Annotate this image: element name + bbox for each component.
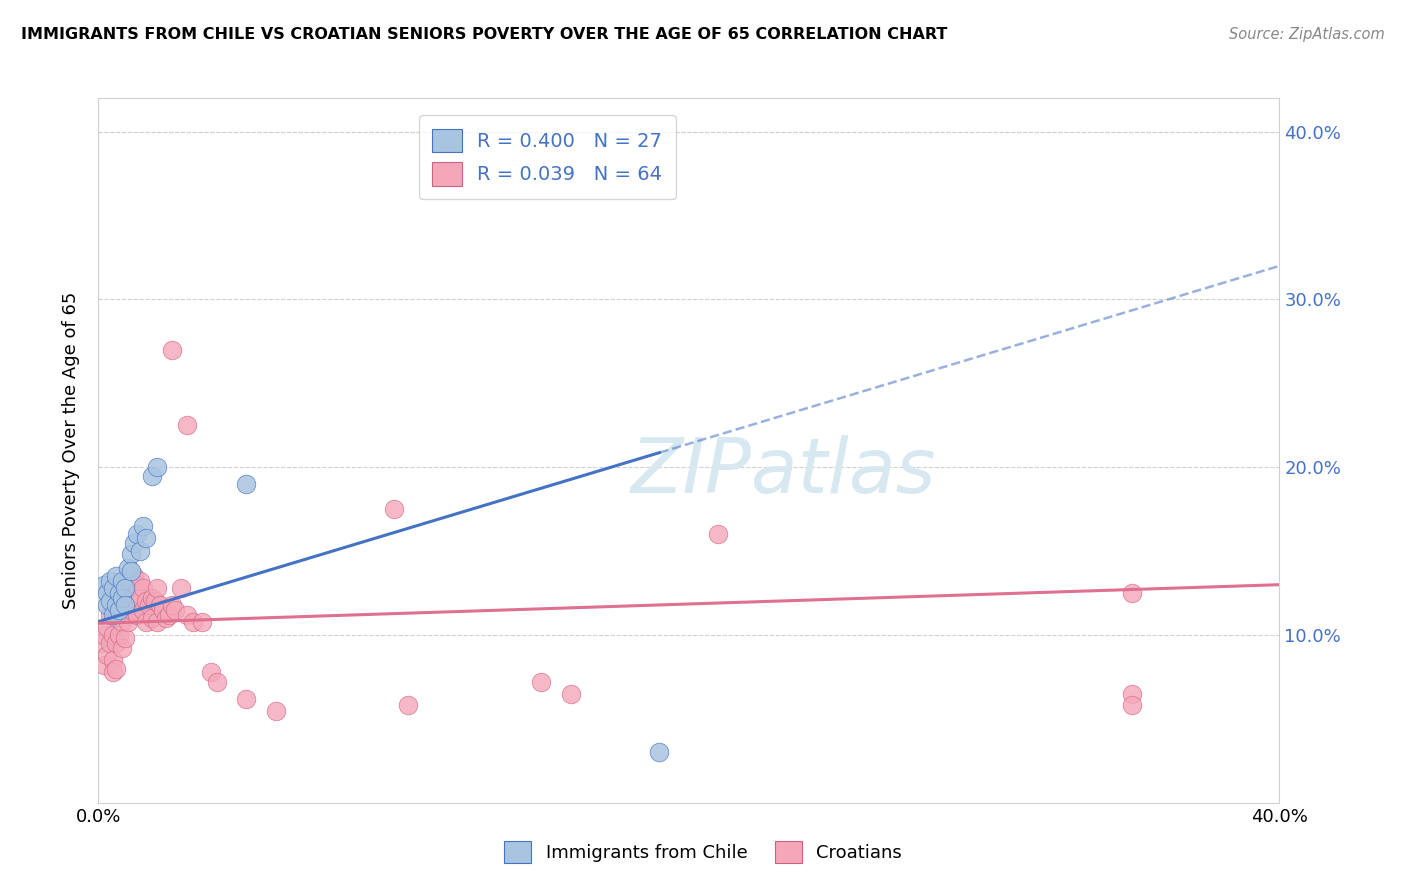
Point [648, 746, 671, 760]
Point [135, 615, 157, 629]
Point [149, 598, 172, 612]
Point [114, 603, 136, 617]
Legend: Immigrants from Chile, Croatians: Immigrants from Chile, Croatians [494, 830, 912, 874]
Point [235, 477, 257, 491]
Point [560, 687, 582, 701]
Point [111, 574, 134, 589]
Point [128, 574, 150, 589]
Point [111, 591, 134, 606]
Point [114, 581, 136, 595]
Point [1121, 687, 1143, 701]
Point [141, 611, 163, 625]
Text: ZIPatlas: ZIPatlas [631, 434, 936, 508]
Point [103, 628, 125, 642]
Point [108, 598, 131, 612]
Point [105, 611, 128, 625]
Point [165, 603, 187, 617]
Y-axis label: Seniors Poverty Over the Age of 65: Seniors Poverty Over the Age of 65 [62, 292, 80, 609]
Point [117, 615, 139, 629]
Point [103, 665, 125, 679]
Point [117, 581, 139, 595]
Point [382, 502, 405, 516]
Point [132, 581, 155, 595]
Point [108, 628, 131, 642]
Point [108, 603, 131, 617]
Point [111, 591, 134, 606]
Point [93, 577, 115, 591]
Point [98, 594, 121, 608]
Point [125, 607, 148, 622]
Point [157, 607, 180, 622]
Legend: R = 0.400   N = 27, R = 0.039   N = 64: R = 0.400 N = 27, R = 0.039 N = 64 [419, 115, 676, 199]
Point [135, 531, 157, 545]
Point [98, 574, 121, 589]
Point [132, 603, 155, 617]
Point [120, 603, 142, 617]
Point [200, 665, 222, 679]
Point [138, 598, 160, 612]
Point [162, 343, 183, 357]
Point [176, 418, 198, 433]
Point [170, 581, 193, 595]
Point [105, 636, 128, 650]
Point [103, 653, 125, 667]
Point [114, 632, 136, 646]
Point [191, 615, 214, 629]
Point [125, 527, 148, 541]
Point [707, 527, 730, 541]
Point [128, 544, 150, 558]
Point [125, 577, 148, 591]
Point [93, 658, 115, 673]
Point [98, 636, 121, 650]
Point [122, 598, 145, 612]
Point [117, 561, 139, 575]
Point [98, 607, 121, 622]
Point [155, 611, 177, 625]
Point [120, 574, 142, 589]
Point [96, 598, 118, 612]
Point [108, 586, 131, 600]
Point [93, 628, 115, 642]
Point [111, 615, 134, 629]
Point [398, 698, 420, 713]
Point [128, 591, 150, 606]
Point [235, 691, 257, 706]
Point [122, 535, 145, 549]
Point [205, 675, 228, 690]
Point [96, 586, 118, 600]
Point [264, 704, 287, 718]
Point [1121, 698, 1143, 713]
Point [176, 607, 198, 622]
Point [146, 581, 169, 595]
Point [181, 615, 204, 629]
Point [530, 675, 553, 690]
Point [141, 591, 163, 606]
Point [105, 662, 128, 676]
Point [103, 607, 125, 622]
Text: Source: ZipAtlas.com: Source: ZipAtlas.com [1229, 27, 1385, 42]
Text: IMMIGRANTS FROM CHILE VS CROATIAN SENIORS POVERTY OVER THE AGE OF 65 CORRELATION: IMMIGRANTS FROM CHILE VS CROATIAN SENIOR… [21, 27, 948, 42]
Point [146, 615, 169, 629]
Point [96, 648, 118, 662]
Point [120, 564, 142, 578]
Point [96, 620, 118, 634]
Point [141, 468, 163, 483]
Point [103, 581, 125, 595]
Point [146, 460, 169, 475]
Point [143, 594, 166, 608]
Point [111, 641, 134, 656]
Point [105, 598, 128, 612]
Point [122, 569, 145, 583]
Point [90, 636, 112, 650]
Point [162, 598, 183, 612]
Point [114, 598, 136, 612]
Point [1121, 586, 1143, 600]
Point [105, 569, 128, 583]
Point [135, 594, 157, 608]
Point [120, 548, 142, 562]
Point [132, 519, 155, 533]
Point [152, 603, 174, 617]
